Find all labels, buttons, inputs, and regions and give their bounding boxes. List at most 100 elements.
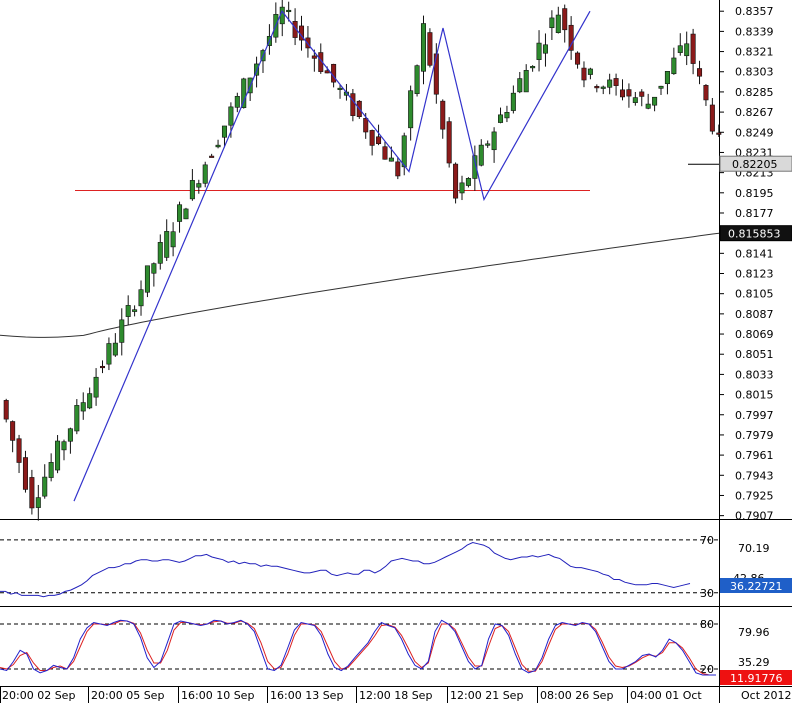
candle-body: [331, 63, 337, 83]
candle-body: [363, 118, 369, 133]
candle-body: [607, 79, 613, 88]
candle-body: [157, 242, 163, 264]
candle-body: [446, 121, 452, 164]
candle-body: [376, 136, 382, 145]
candle-body: [87, 393, 93, 409]
candle-body: [202, 164, 208, 184]
candle-body: [408, 90, 414, 129]
candle-body: [433, 53, 439, 95]
x-tick-label: 20:00 02 Sep: [2, 689, 75, 702]
candle-body: [189, 180, 195, 200]
candle-body: [536, 42, 542, 60]
zigzag-path: [73, 10, 591, 502]
candle-body: [22, 457, 28, 490]
rsi-levels: 70 30: [0, 534, 719, 600]
candle-body: [228, 106, 234, 126]
candle-body: [542, 44, 548, 54]
candle-body: [221, 125, 227, 138]
candle-body: [453, 163, 459, 199]
stochastic-current-label: 11.91776: [730, 672, 783, 685]
y-tick-label: 0.8339: [735, 25, 774, 38]
x-tick-label: 16:00 10 Sep: [181, 689, 254, 702]
candle-body: [485, 143, 491, 146]
y-tick-label: 0.8321: [735, 46, 774, 59]
candle-body: [350, 93, 356, 116]
candle-body: [420, 23, 426, 72]
y-tick-label: 0.8267: [735, 106, 774, 119]
rsi-path: [0, 541, 691, 598]
candle-body: [555, 14, 561, 33]
candle-body: [55, 440, 61, 471]
y-tick-label: 0.8177: [735, 207, 774, 220]
candle-body: [138, 289, 144, 307]
candle-body: [369, 130, 375, 146]
candle-body: [337, 87, 343, 90]
rsi-right-labels: 70.19 42.86 36.22721: [720, 542, 792, 593]
stochastic-signal-path: [0, 620, 716, 676]
x-tick-label: 16:00 13 Sep: [270, 689, 343, 702]
x-tick-label: Oct 2012: [741, 689, 792, 702]
candle-body: [234, 96, 240, 108]
candle-body: [119, 319, 125, 343]
candle-body: [472, 155, 478, 179]
current-price-label: 0.82205: [732, 158, 778, 171]
candle-body: [709, 104, 715, 132]
candle-body: [459, 182, 465, 194]
y-tick-label: 0.7943: [735, 469, 774, 482]
y-tick-label: 0.8015: [735, 389, 774, 402]
candle-body: [703, 85, 709, 101]
candle-body: [427, 32, 433, 66]
candle-body: [671, 57, 677, 75]
price-y-axis: 0.8357 0.8339 0.8321 0.8303 0.8285 0.8267 0.82…: [719, 5, 774, 523]
candle-body: [286, 9, 292, 13]
y-tick-label: 0.8069: [735, 328, 774, 341]
candle-body: [3, 400, 9, 420]
candle-body: [478, 144, 484, 166]
candle-body: [125, 305, 131, 317]
y-tick-label: 0.8123: [735, 268, 774, 281]
candle-body: [61, 441, 67, 451]
candle-body: [498, 114, 504, 123]
rsi-current-label: 36.22721: [730, 580, 783, 593]
y-tick-label: 0.7925: [735, 489, 774, 502]
price-tags: 0.82205 0.815853: [688, 155, 792, 242]
x-tick-label: 08:00 26 Sep: [540, 689, 613, 702]
stochastic-current-box: [720, 670, 792, 685]
candle-body: [594, 86, 600, 89]
stochastic-top-label: 79.96: [738, 626, 770, 639]
candle-body: [619, 89, 626, 98]
y-tick-label: 0.8033: [735, 368, 774, 381]
candle-body: [658, 85, 664, 89]
candle-body: [170, 231, 176, 248]
y-tick-label: 0.8303: [735, 66, 774, 79]
candle-body: [67, 428, 73, 442]
candle-body: [382, 146, 388, 160]
candle-body: [395, 161, 401, 177]
stochastic-mid-label: 35.29: [738, 656, 770, 669]
y-tick-label: 0.8195: [735, 187, 774, 200]
candle-body: [549, 17, 555, 29]
rsi-top-label: 70.19: [738, 542, 770, 555]
candle-body: [388, 157, 394, 162]
candle-body: [29, 477, 35, 509]
x-tick-label: 20:00 05 Sep: [91, 689, 164, 702]
y-tick-label: 0.8087: [735, 308, 774, 321]
y-tick-label: 0.8249: [735, 126, 774, 139]
candle-body: [491, 131, 497, 151]
candle-body: [716, 132, 722, 135]
candle-body: [587, 68, 593, 75]
candle-body: [414, 65, 420, 94]
y-tick-label: 0.8105: [735, 288, 774, 301]
candle-body: [74, 405, 80, 432]
candle-body: [510, 92, 516, 111]
stochastic-levels: 80 20: [0, 618, 719, 676]
candle-body: [504, 111, 510, 119]
rsi-line: [0, 541, 691, 598]
stochastic-right-labels: 79.96 35.29 11.91776: [720, 626, 792, 685]
stochastic-level-label: 80: [700, 618, 714, 631]
candle-body: [196, 183, 202, 188]
y-tick-label: 0.8051: [735, 348, 774, 361]
rsi-level-label: 30: [700, 587, 714, 600]
